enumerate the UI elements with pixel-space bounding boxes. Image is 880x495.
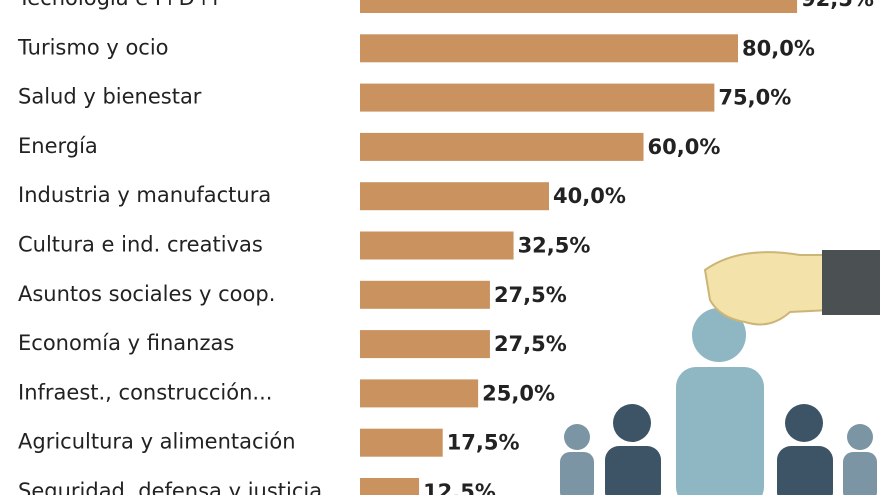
value-label: 25,0%	[482, 381, 555, 405]
bar	[360, 231, 514, 260]
value-label: 75,0%	[718, 86, 791, 110]
bar	[360, 0, 798, 13]
bar	[360, 280, 490, 309]
category-label: Asuntos sociales y coop.	[18, 282, 275, 306]
category-label: Industria y manufactura	[18, 183, 271, 207]
value-label: 12,5%	[423, 480, 496, 495]
value-label: 32,5%	[518, 234, 591, 258]
value-label: 17,5%	[447, 431, 520, 455]
value-label: 27,5%	[494, 283, 567, 307]
bar	[360, 34, 738, 63]
category-label: Turismo y ocio	[17, 35, 169, 59]
value-label: 27,5%	[494, 332, 567, 356]
category-label: Agricultura y alimentación	[18, 430, 296, 454]
value-label: 60,0%	[648, 135, 721, 159]
value-label: 92,5%	[801, 0, 874, 11]
category-label: Economía y finanzas	[18, 331, 234, 355]
value-label: 80,0%	[742, 36, 815, 60]
bar	[360, 478, 420, 495]
bar	[360, 330, 490, 359]
bar	[360, 83, 715, 112]
category-label: Salud y bienestar	[18, 85, 202, 109]
category-label: Cultura e ind. creativas	[18, 233, 263, 257]
value-label: 40,0%	[553, 184, 626, 208]
bar	[360, 132, 644, 161]
category-label: Seguridad, defensa y justicia	[18, 479, 322, 495]
category-label: Infraest., construcción...	[18, 380, 272, 404]
bar	[360, 182, 549, 211]
illustration	[560, 250, 880, 495]
category-label: Tecnología e I+D+i	[17, 0, 218, 10]
category-label: Energía	[18, 134, 98, 158]
bar	[360, 379, 479, 408]
bar	[360, 428, 443, 457]
